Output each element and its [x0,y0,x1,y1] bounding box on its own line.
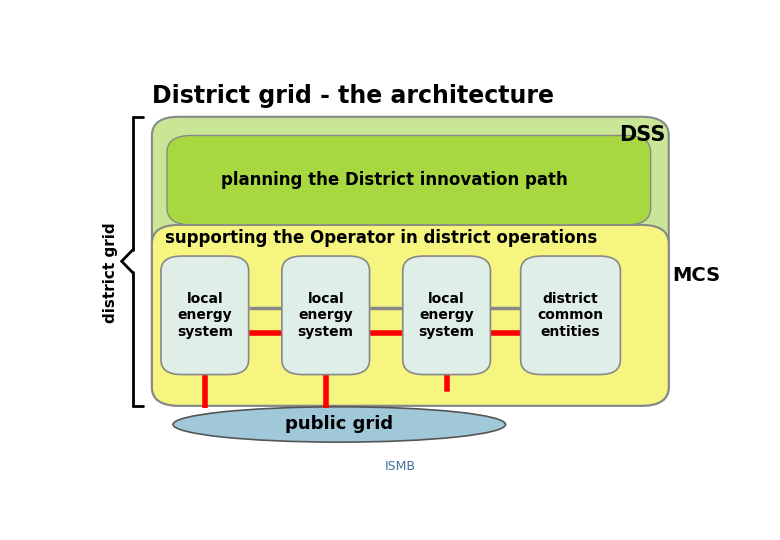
FancyBboxPatch shape [402,256,491,375]
Text: local
energy
system: local energy system [177,292,232,339]
FancyBboxPatch shape [152,225,668,406]
Text: supporting the Operator in district operations: supporting the Operator in district oper… [165,229,597,247]
Text: district
common
entities: district common entities [537,292,604,339]
Text: MCS: MCS [672,266,720,285]
Text: local
energy
system: local energy system [419,292,474,339]
FancyBboxPatch shape [521,256,620,375]
Text: District grid - the architecture: District grid - the architecture [152,84,554,107]
Text: ISMB: ISMB [385,460,415,473]
Text: district grid: district grid [103,222,119,323]
FancyBboxPatch shape [282,256,370,375]
Text: public grid: public grid [285,415,393,434]
FancyBboxPatch shape [152,117,668,406]
Ellipse shape [173,407,505,442]
Text: local
energy
system: local energy system [298,292,353,339]
FancyBboxPatch shape [167,136,651,225]
FancyBboxPatch shape [161,256,249,375]
Text: planning the District innovation path: planning the District innovation path [221,171,568,189]
Text: DSS: DSS [619,125,666,145]
